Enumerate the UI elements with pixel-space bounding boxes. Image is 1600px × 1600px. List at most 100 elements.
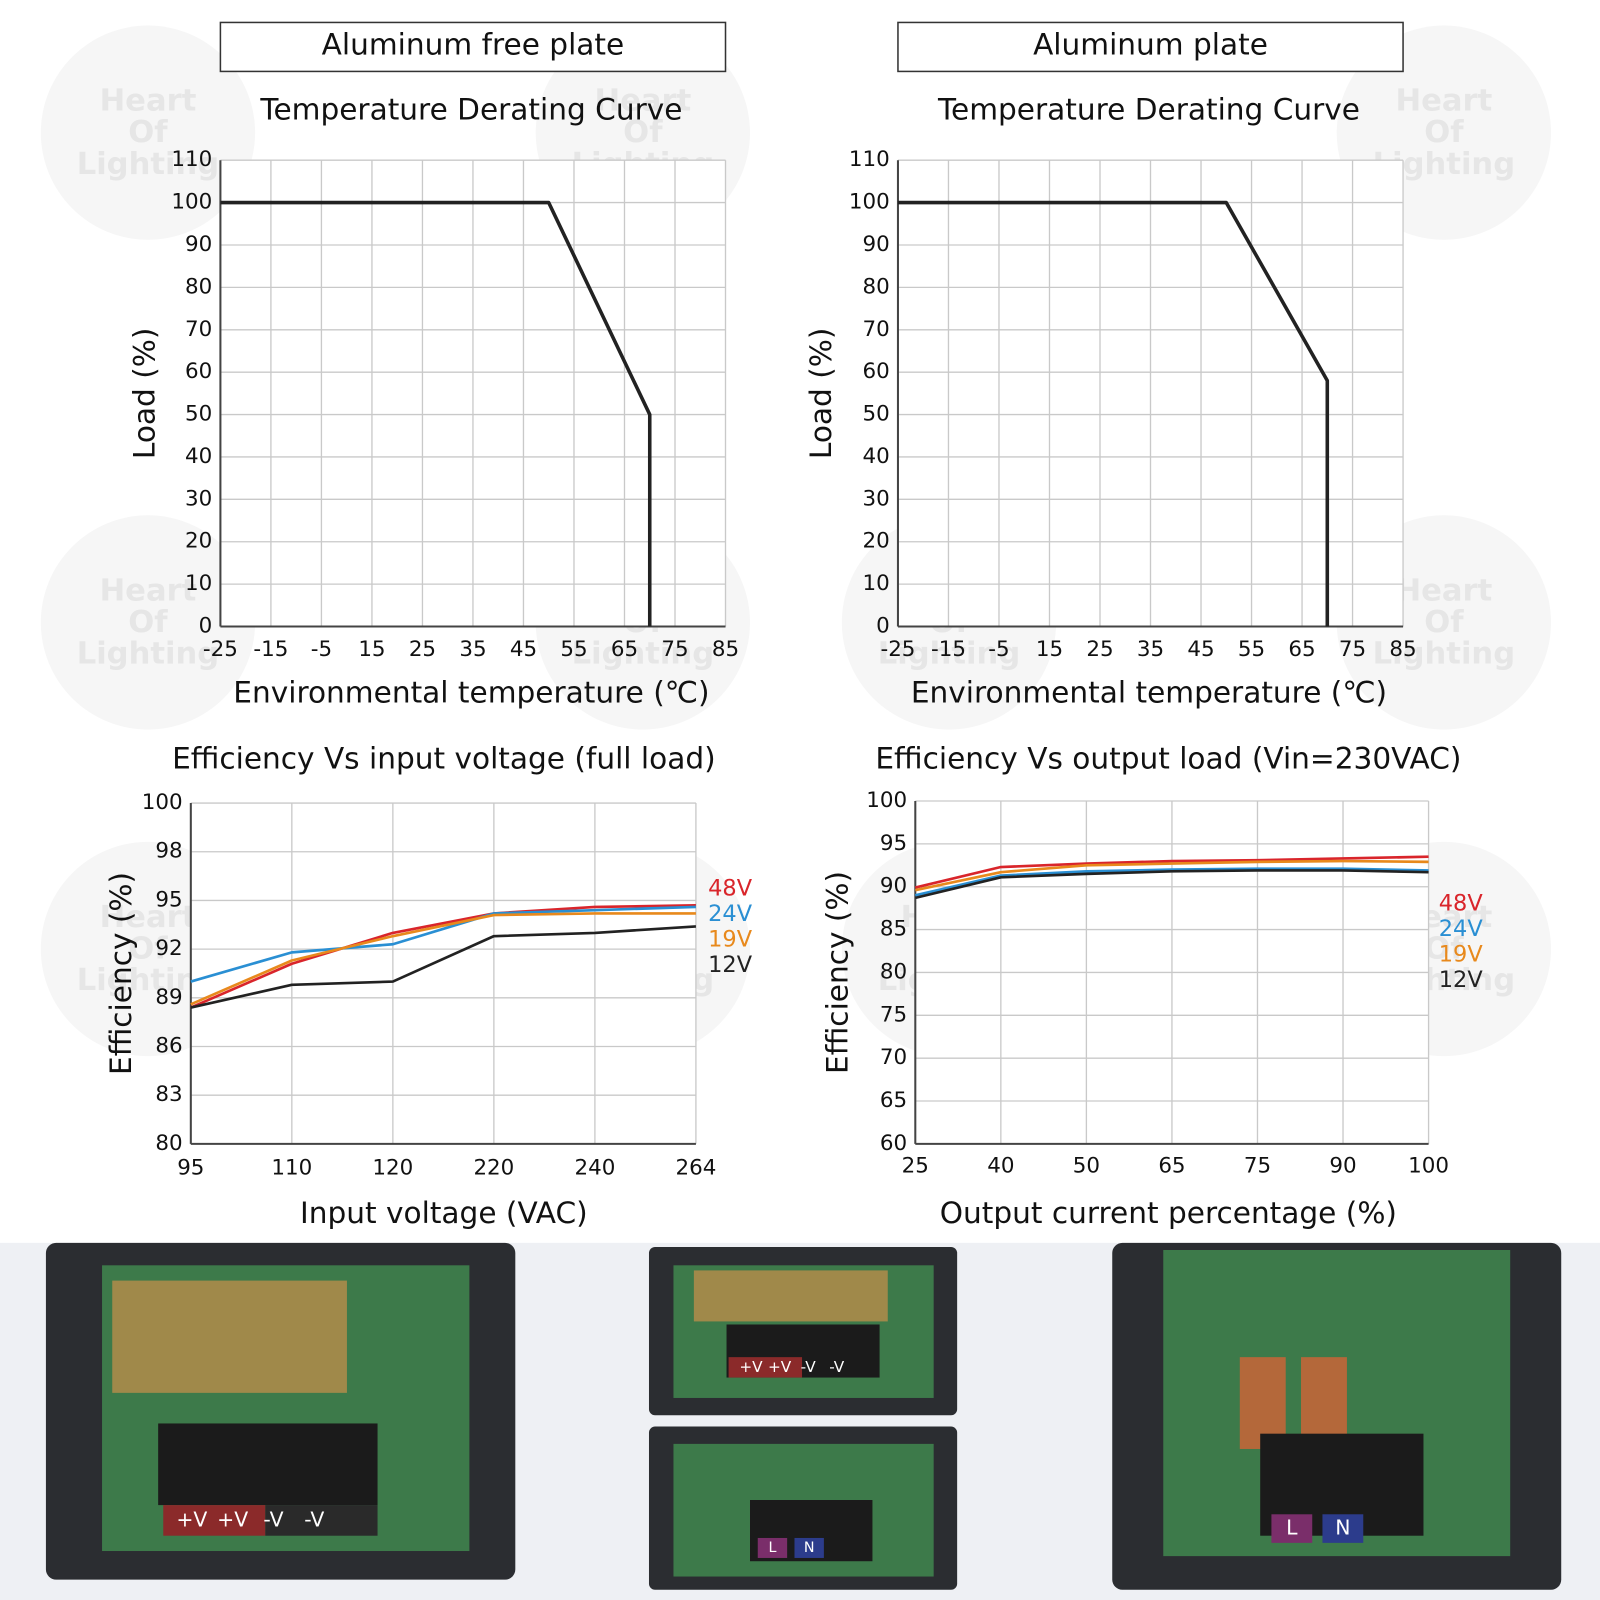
y-tick-label: 0	[876, 614, 890, 639]
x-tick-label: 55	[1238, 637, 1265, 662]
series-line	[915, 867, 1429, 897]
terminal-label: -V	[263, 1507, 283, 1531]
y-tick-label: 40	[185, 444, 212, 469]
terminal-label: -V	[801, 1358, 817, 1376]
watermark-text: Of	[623, 115, 663, 150]
header-box	[897, 21, 1404, 73]
x-tick-label: 240	[574, 1155, 615, 1180]
legend-label: 24V	[708, 901, 753, 927]
legend-label: 24V	[1439, 916, 1484, 942]
series-line	[190, 912, 696, 1006]
chart-title: Efficiency Vs output load (Vin=230VAC)	[875, 742, 1461, 776]
x-tick-label: 55	[560, 637, 587, 662]
terminal-label: +V	[768, 1358, 792, 1376]
terminal-label: +V	[176, 1507, 207, 1531]
x-tick-label: 85	[1389, 637, 1416, 662]
x-axis-label: Environmental temperature (℃)	[233, 675, 709, 709]
chart-header: Aluminum free plate	[322, 27, 625, 61]
y-tick-label: 90	[880, 874, 907, 899]
x-tick-label: 110	[271, 1155, 312, 1180]
watermark-text: Heart	[594, 84, 691, 119]
x-tick-label: 25	[1086, 637, 1113, 662]
terminal-label: L	[768, 1540, 776, 1556]
x-axis-label: Input voltage (VAC)	[300, 1196, 588, 1230]
transformer	[112, 1280, 347, 1393]
y-tick-label: 60	[880, 1131, 907, 1156]
x-tick-label: 120	[372, 1155, 413, 1180]
watermark-text: Heart	[100, 573, 197, 608]
watermark-text: Lighting	[77, 637, 220, 672]
x-tick-label: 75	[1244, 1153, 1271, 1178]
x-tick-label: -15	[931, 637, 966, 662]
y-tick-label: 30	[185, 486, 212, 511]
x-tick-label: 25	[409, 637, 436, 662]
chart-title: Temperature Derating Curve	[937, 93, 1360, 127]
y-axis-label: Efficiency (%)	[104, 872, 138, 1075]
terminal-label: N	[1335, 1516, 1350, 1540]
y-tick-label: 65	[880, 1088, 907, 1113]
x-tick-label: 75	[661, 637, 688, 662]
legend-label: 19V	[708, 926, 753, 952]
watermark-text: Of	[128, 932, 168, 967]
terminal-label: -V	[304, 1507, 324, 1531]
y-tick-label: 20	[863, 529, 890, 554]
x-tick-label: 50	[1073, 1153, 1100, 1178]
y-tick-label: 98	[155, 839, 182, 864]
x-tick-label: 90	[1329, 1153, 1356, 1178]
x-tick-label: 220	[473, 1155, 514, 1180]
y-tick-label: 80	[185, 274, 212, 299]
legend-label: 12V	[708, 952, 753, 978]
series-line	[190, 903, 696, 1009]
y-tick-label: 10	[185, 571, 212, 596]
label-plate	[1271, 1514, 1313, 1543]
y-tick-label: 92	[155, 936, 182, 961]
charts: Aluminum free plate Temperature Derating …	[104, 21, 1484, 1230]
y-tick-label: 100	[171, 190, 212, 215]
series-line	[914, 855, 1429, 889]
y-tick-label: 70	[880, 1045, 907, 1070]
chart-title: Temperature Derating Curve	[259, 93, 682, 127]
y-tick-label: 80	[155, 1131, 182, 1156]
chart-title: Efficiency Vs input voltage (full load)	[172, 742, 716, 776]
terminal-label: +V	[739, 1358, 763, 1376]
label-plate	[757, 1537, 788, 1558]
x-tick-label: 75	[1339, 637, 1366, 662]
watermark-text: Lighting	[77, 147, 220, 182]
y-tick-label: 89	[155, 985, 182, 1010]
legend-label: 12V	[1439, 967, 1484, 993]
label-plate	[1322, 1514, 1364, 1543]
label-plate	[728, 1357, 803, 1378]
x-tick-label: 100	[1408, 1153, 1449, 1178]
terminal-label: +V	[217, 1507, 248, 1531]
terminal-label: -V	[829, 1358, 845, 1376]
series-line	[220, 200, 652, 627]
watermark-text: Lighting	[572, 637, 715, 672]
series-line	[915, 859, 1429, 892]
label-plate	[265, 1505, 378, 1536]
watermark-text: Heart	[100, 84, 197, 119]
x-tick-label: -15	[253, 637, 288, 662]
terminal-block	[158, 1423, 378, 1506]
x-tick-label: 15	[358, 637, 385, 662]
series-line	[190, 925, 697, 1009]
y-tick-label: 75	[880, 1002, 907, 1027]
x-tick-label: 15	[1036, 637, 1063, 662]
series-line	[190, 905, 696, 983]
y-tick-label: 90	[863, 232, 890, 257]
terminal-label: L	[1286, 1516, 1298, 1540]
watermark-text: Lighting	[1373, 637, 1516, 672]
x-tick-label: 45	[510, 637, 537, 662]
y-tick-label: 60	[185, 359, 212, 384]
y-tick-label: 10	[863, 571, 890, 596]
watermark-text: Heart	[1395, 573, 1492, 608]
legend-label: 48V	[708, 875, 753, 901]
x-tick-label: 65	[611, 637, 638, 662]
y-tick-label: 100	[866, 788, 907, 813]
y-tick-label: 90	[185, 232, 212, 257]
y-tick-label: 110	[849, 147, 890, 172]
x-tick-label: 45	[1187, 637, 1214, 662]
x-tick-label: 65	[1158, 1153, 1185, 1178]
watermark-text: Lighting	[878, 637, 1021, 672]
terminal-label: N	[804, 1540, 815, 1556]
